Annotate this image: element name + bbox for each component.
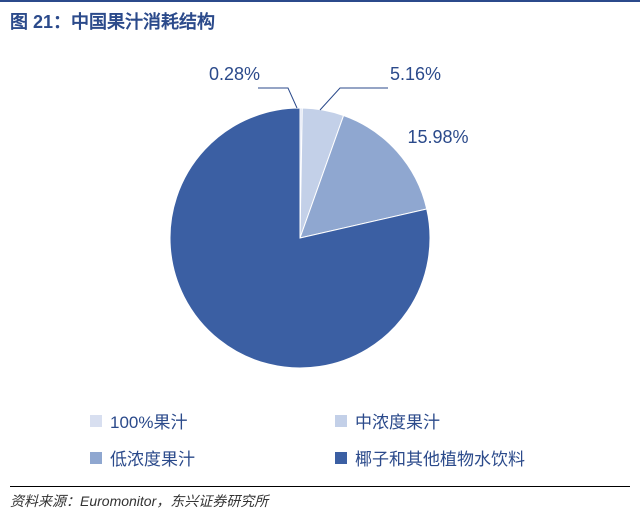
slice-label: 15.98% bbox=[407, 127, 468, 147]
pie-svg: 0.28% 5.16% 15.98% 78.58% bbox=[0, 38, 640, 398]
legend-item: 椰子和其他植物水饮料 bbox=[335, 445, 580, 470]
legend-label: 椰子和其他植物水饮料 bbox=[355, 445, 525, 470]
legend-swatch bbox=[90, 415, 102, 427]
pie-chart: 0.28% 5.16% 15.98% 78.58% bbox=[0, 38, 640, 398]
legend-label: 中浓度果汁 bbox=[355, 408, 440, 433]
legend-swatch bbox=[335, 452, 347, 464]
legend-item: 中浓度果汁 bbox=[335, 408, 580, 433]
slice-label: 5.16% bbox=[390, 64, 441, 84]
legend-label: 低浓度果汁 bbox=[110, 445, 195, 470]
slice-label: 0.28% bbox=[209, 64, 260, 84]
legend: 100%果汁 中浓度果汁低浓度果汁 椰子和其他植物水饮料 bbox=[0, 398, 640, 480]
slice-label: 78.58% bbox=[105, 262, 166, 282]
leader-line bbox=[320, 88, 388, 110]
source-text: 资料来源：Euromonitor，东兴证券研究所 bbox=[10, 493, 268, 509]
legend-item: 100%果汁 bbox=[90, 408, 335, 433]
source-line: 资料来源：Euromonitor，东兴证券研究所 bbox=[0, 487, 640, 515]
title-text: 图 21：中国果汁消耗结构 bbox=[10, 12, 215, 32]
legend-swatch bbox=[335, 415, 347, 427]
chart-title: 图 21：中国果汁消耗结构 bbox=[0, 0, 640, 38]
legend-item: 低浓度果汁 bbox=[90, 445, 335, 470]
legend-label: 100%果汁 bbox=[110, 408, 187, 433]
leader-line bbox=[258, 88, 297, 108]
legend-swatch bbox=[90, 452, 102, 464]
